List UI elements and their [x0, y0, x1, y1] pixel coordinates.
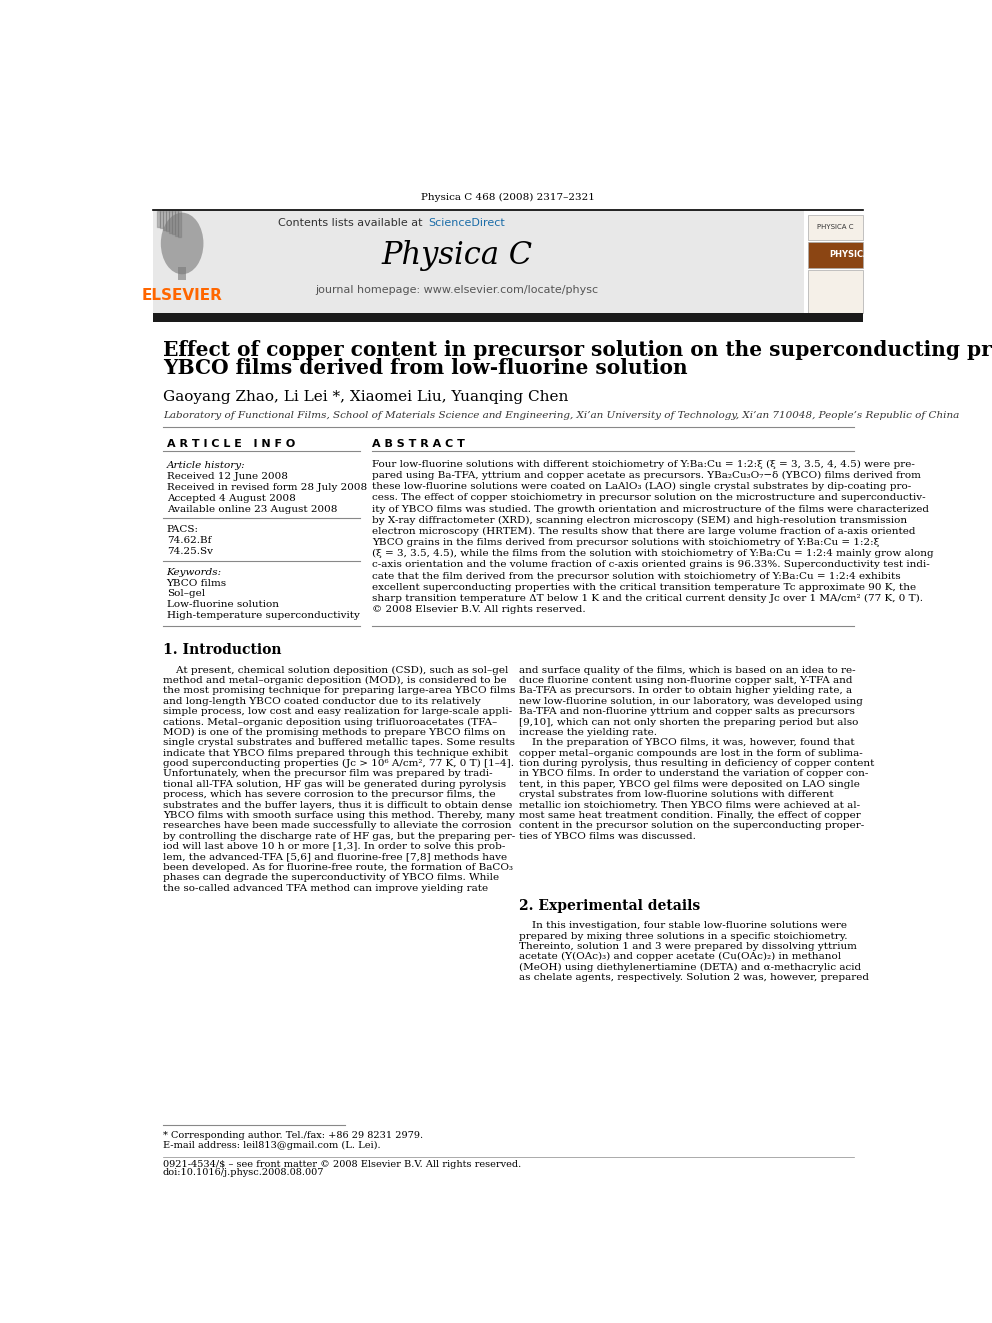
Text: lem, the advanced-TFA [5,6] and fluorine-free [7,8] methods have: lem, the advanced-TFA [5,6] and fluorine…: [163, 852, 507, 861]
Text: YBCO grains in the films derived from precursor solutions with stoichiometry of : YBCO grains in the films derived from pr…: [372, 538, 879, 548]
Ellipse shape: [161, 213, 203, 274]
Text: tional all-TFA solution, HF gas will be generated during pyrolysis: tional all-TFA solution, HF gas will be …: [163, 779, 506, 789]
Text: prepared by mixing three solutions in a specific stoichiometry.: prepared by mixing three solutions in a …: [519, 931, 848, 941]
Text: metallic ion stoichiometry. Then YBCO films were achieved at al-: metallic ion stoichiometry. Then YBCO fi…: [519, 800, 860, 810]
Text: In this investigation, four stable low-fluorine solutions were: In this investigation, four stable low-f…: [519, 921, 847, 930]
Text: pared using Ba-TFA, yttrium and copper acetate as precursors. YBa₂Cu₃O₇−δ (YBCO): pared using Ba-TFA, yttrium and copper a…: [372, 471, 921, 480]
Text: Sol–gel: Sol–gel: [167, 589, 204, 598]
Text: indicate that YBCO films prepared through this technique exhibit: indicate that YBCO films prepared throug…: [163, 749, 508, 758]
Text: copper metal–organic compounds are lost in the form of sublima-: copper metal–organic compounds are lost …: [519, 749, 863, 758]
Text: the most promising technique for preparing large-area YBCO films: the most promising technique for prepari…: [163, 687, 515, 696]
Text: these low-fluorine solutions were coated on LaAlO₃ (LAO) single crystal substrat: these low-fluorine solutions were coated…: [372, 482, 912, 491]
Text: ScienceDirect: ScienceDirect: [428, 218, 505, 229]
Text: method and metal–organic deposition (MOD), is considered to be: method and metal–organic deposition (MOD…: [163, 676, 506, 685]
Text: Keywords:: Keywords:: [167, 568, 222, 577]
Text: * Corresponding author. Tel./fax: +86 29 8231 2979.: * Corresponding author. Tel./fax: +86 29…: [163, 1131, 423, 1139]
Text: excellent superconducting properties with the critical transition temperature Tc: excellent superconducting properties wit…: [372, 582, 917, 591]
Text: new low-fluorine solution, in our laboratory, was developed using: new low-fluorine solution, in our labora…: [519, 697, 863, 705]
Text: © 2008 Elsevier B.V. All rights reserved.: © 2008 Elsevier B.V. All rights reserved…: [372, 605, 585, 614]
Text: Received in revised form 28 July 2008: Received in revised form 28 July 2008: [167, 483, 367, 492]
Bar: [807, 214, 863, 239]
Bar: [154, 209, 805, 312]
Text: At present, chemical solution deposition (CSD), such as sol–gel: At present, chemical solution deposition…: [163, 665, 508, 675]
Text: Article history:: Article history:: [167, 460, 245, 470]
Text: phases can degrade the superconductivity of YBCO films. While: phases can degrade the superconductivity…: [163, 873, 499, 882]
Text: Thereinto, solution 1 and 3 were prepared by dissolving yttrium: Thereinto, solution 1 and 3 were prepare…: [519, 942, 857, 951]
Text: been developed. As for fluorine-free route, the formation of BaCO₃: been developed. As for fluorine-free rou…: [163, 863, 513, 872]
Text: simple process, low cost and easy realization for large-scale appli-: simple process, low cost and easy realiz…: [163, 706, 512, 716]
Text: 74.25.Sv: 74.25.Sv: [167, 546, 212, 556]
Text: journal homepage: www.elsevier.com/locate/physc: journal homepage: www.elsevier.com/locat…: [315, 284, 599, 295]
Text: 1. Introduction: 1. Introduction: [163, 643, 282, 658]
Text: Available online 23 August 2008: Available online 23 August 2008: [167, 504, 337, 513]
Text: A B S T R A C T: A B S T R A C T: [372, 439, 465, 448]
Text: PACS:: PACS:: [167, 525, 198, 534]
Text: 0921-4534/$ – see front matter © 2008 Elsevier B.V. All rights reserved.: 0921-4534/$ – see front matter © 2008 El…: [163, 1160, 521, 1170]
Text: researches have been made successfully to alleviate the corrosion: researches have been made successfully t…: [163, 822, 511, 831]
Text: YBCO films derived from low-fluorine solution: YBCO films derived from low-fluorine sol…: [163, 359, 687, 378]
Text: A R T I C L E   I N F O: A R T I C L E I N F O: [167, 439, 295, 448]
Text: Gaoyang Zhao, Li Lei *, Xiaomei Liu, Yuanqing Chen: Gaoyang Zhao, Li Lei *, Xiaomei Liu, Yua…: [163, 390, 568, 405]
Text: most same heat treatment condition. Finally, the effect of copper: most same heat treatment condition. Fina…: [519, 811, 861, 820]
Text: cess. The effect of copper stoichiometry in precursor solution on the microstruc: cess. The effect of copper stoichiometry…: [372, 493, 926, 503]
Text: tion during pyrolysis, thus resulting in deficiency of copper content: tion during pyrolysis, thus resulting in…: [519, 759, 875, 769]
Bar: [807, 242, 863, 269]
Text: (ξ = 3, 3.5, 4.5), while the films from the solution with stoichiometry of Y:Ba:: (ξ = 3, 3.5, 4.5), while the films from …: [372, 549, 933, 558]
Text: duce fluorine content using non-fluorine copper salt, Y-TFA and: duce fluorine content using non-fluorine…: [519, 676, 853, 685]
Text: by controlling the discharge rate of HF gas, but the preparing per-: by controlling the discharge rate of HF …: [163, 832, 515, 841]
Text: Low-fluorine solution: Low-fluorine solution: [167, 601, 279, 609]
Text: (MeOH) using diethylenertiamine (DETA) and α-methacrylic acid: (MeOH) using diethylenertiamine (DETA) a…: [519, 963, 861, 972]
Text: PHYSICA: PHYSICA: [829, 250, 870, 259]
Text: by X-ray diffractometer (XRD), scanning electron microscopy (SEM) and high-resol: by X-ray diffractometer (XRD), scanning …: [372, 516, 907, 525]
Text: Received 12 June 2008: Received 12 June 2008: [167, 472, 288, 482]
Text: Physica C: Physica C: [382, 239, 533, 270]
Bar: [807, 270, 863, 312]
Text: single crystal substrates and buffered metallic tapes. Some results: single crystal substrates and buffered m…: [163, 738, 515, 747]
Text: 74.62.Bf: 74.62.Bf: [167, 536, 211, 545]
Text: good superconducting properties (Jc > 10⁶ A/cm², 77 K, 0 T) [1–4].: good superconducting properties (Jc > 10…: [163, 759, 514, 769]
Text: electron microscopy (HRTEM). The results show that there are large volume fracti: electron microscopy (HRTEM). The results…: [372, 527, 916, 536]
Text: in YBCO films. In order to understand the variation of copper con-: in YBCO films. In order to understand th…: [519, 770, 869, 778]
Text: and surface quality of the films, which is based on an idea to re-: and surface quality of the films, which …: [519, 665, 856, 675]
Text: c-axis orientation and the volume fraction of c-axis oriented grains is 96.33%. : c-axis orientation and the volume fracti…: [372, 561, 930, 569]
Bar: [179, 266, 186, 280]
Text: E-mail address: leil813@gmail.com (L. Lei).: E-mail address: leil813@gmail.com (L. Le…: [163, 1140, 380, 1150]
Text: Physica C 468 (2008) 2317–2321: Physica C 468 (2008) 2317–2321: [422, 193, 595, 202]
Text: [9,10], which can not only shorten the preparing period but also: [9,10], which can not only shorten the p…: [519, 717, 859, 726]
Text: ity of YBCO films was studied. The growth orientation and microstructure of the : ity of YBCO films was studied. The growt…: [372, 504, 929, 513]
Text: substrates and the buffer layers, thus it is difficult to obtain dense: substrates and the buffer layers, thus i…: [163, 800, 512, 810]
Text: ELSEVIER: ELSEVIER: [142, 288, 222, 303]
Text: sharp transition temperature ΔT below 1 K and the critical current density Jc ov: sharp transition temperature ΔT below 1 …: [372, 594, 923, 603]
Text: Laboratory of Functional Films, School of Materials Science and Engineering, Xi’: Laboratory of Functional Films, School o…: [163, 411, 959, 421]
Text: process, which has severe corrosion to the precursor films, the: process, which has severe corrosion to t…: [163, 790, 495, 799]
Bar: [154, 312, 863, 321]
Text: doi:10.1016/j.physc.2008.08.007: doi:10.1016/j.physc.2008.08.007: [163, 1168, 324, 1177]
Text: PHYSICA C: PHYSICA C: [817, 224, 854, 229]
Text: Ba-TFA and non-fluorine yttrium and copper salts as precursors: Ba-TFA and non-fluorine yttrium and copp…: [519, 706, 855, 716]
Text: Four low-fluorine solutions with different stoichiometry of Y:Ba:Cu = 1:2:ξ (ξ =: Four low-fluorine solutions with differe…: [372, 460, 915, 470]
Text: Accepted 4 August 2008: Accepted 4 August 2008: [167, 493, 296, 503]
Text: cations. Metal–organic deposition using trifluoroacetates (TFA–: cations. Metal–organic deposition using …: [163, 717, 497, 726]
Text: High-temperature superconductivity: High-temperature superconductivity: [167, 611, 359, 620]
Text: crystal substrates from low-fluorine solutions with different: crystal substrates from low-fluorine sol…: [519, 790, 834, 799]
Text: Unfortunately, when the precursor film was prepared by tradi-: Unfortunately, when the precursor film w…: [163, 770, 492, 778]
Text: In the preparation of YBCO films, it was, however, found that: In the preparation of YBCO films, it was…: [519, 738, 855, 747]
Text: 2. Experimental details: 2. Experimental details: [519, 898, 700, 913]
Text: MOD) is one of the promising methods to prepare YBCO films on: MOD) is one of the promising methods to …: [163, 728, 505, 737]
Text: Effect of copper content in precursor solution on the superconducting properties: Effect of copper content in precursor so…: [163, 340, 992, 360]
Text: YBCO films with smooth surface using this method. Thereby, many: YBCO films with smooth surface using thi…: [163, 811, 515, 820]
Text: content in the precursor solution on the superconducting proper-: content in the precursor solution on the…: [519, 822, 864, 831]
Text: cate that the film derived from the precursor solution with stoichiometry of Y:B: cate that the film derived from the prec…: [372, 572, 901, 581]
Text: Contents lists available at: Contents lists available at: [278, 218, 427, 229]
Text: ties of YBCO films was discussed.: ties of YBCO films was discussed.: [519, 832, 696, 841]
Text: tent, in this paper, YBCO gel films were deposited on LAO single: tent, in this paper, YBCO gel films were…: [519, 779, 860, 789]
Text: iod will last above 10 h or more [1,3]. In order to solve this prob-: iod will last above 10 h or more [1,3]. …: [163, 843, 505, 851]
Text: increase the yielding rate.: increase the yielding rate.: [519, 728, 658, 737]
Text: YBCO films: YBCO films: [167, 578, 227, 587]
Text: acetate (Y(OAc)₃) and copper acetate (Cu(OAc)₂) in methanol: acetate (Y(OAc)₃) and copper acetate (Cu…: [519, 953, 841, 962]
Text: as chelate agents, respectively. Solution 2 was, however, prepared: as chelate agents, respectively. Solutio…: [519, 974, 869, 982]
Text: the so-called advanced TFA method can improve yielding rate: the so-called advanced TFA method can im…: [163, 884, 488, 893]
Text: Ba-TFA as precursors. In order to obtain higher yielding rate, a: Ba-TFA as precursors. In order to obtain…: [519, 687, 852, 696]
Text: and long-length YBCO coated conductor due to its relatively: and long-length YBCO coated conductor du…: [163, 697, 480, 705]
